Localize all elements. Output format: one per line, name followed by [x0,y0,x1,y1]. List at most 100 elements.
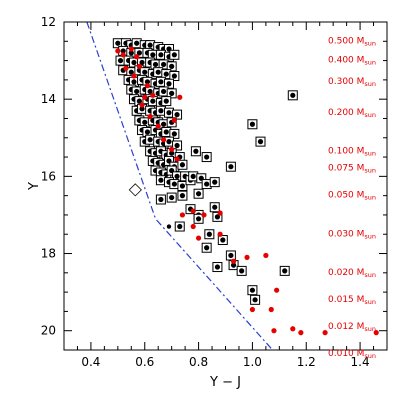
candidate-dot [169,150,175,156]
candidate-dot [212,204,218,210]
candidate-dot [136,98,142,104]
candidate-dot [128,69,134,75]
candidate-dot [163,129,169,135]
selection-cut-line [86,22,274,350]
candidate-dot [158,177,164,183]
candidate-dot [144,79,151,85]
mass-label: 0.020 Msun [328,268,376,279]
data-layer [86,22,379,350]
mass-labels: 0.500 Msun 0.400 Msun 0.300 Msun 0.200 Msun… [328,36,376,360]
model-point [171,117,177,123]
y-tick-label: 12 [41,15,56,29]
candidate-dot [134,40,140,46]
model-point [268,306,274,313]
candidate-dot [150,98,156,104]
model-point [271,328,277,334]
x-tick-label: 0.4 [81,355,100,369]
candidate-dot [174,173,180,179]
candidate-dot [212,179,218,185]
open-diamond-marker [128,183,142,197]
model-point [217,231,223,237]
x-tick-label: 0.8 [189,355,208,369]
candidate-dot [195,216,202,222]
candidate-dot [239,268,245,274]
candidate-dot [131,59,137,66]
candidate-dot [179,162,186,168]
mass-label: 0.300 Msun [328,77,376,88]
mass-label: 0.075 Msun [328,164,376,175]
candidate-dot [142,69,148,75]
candidate-dot [228,164,234,170]
candidate-dot [120,48,126,54]
candidate-dot [249,121,256,127]
candidate-dot [158,79,164,85]
candidate-dot [142,119,148,125]
candidate-dot [134,88,140,95]
candidate-dot [179,193,186,199]
model-point [373,330,379,336]
candidate-dot [193,148,199,154]
candidate-dot [117,57,124,64]
candidate-dot [204,154,210,160]
model-point [136,63,142,69]
model-point [190,208,196,214]
model-point [169,146,175,152]
candidate-dot [158,52,164,58]
mass-label: 0.010 Msun [328,349,376,360]
model-point [150,92,156,98]
candidate-dot [144,129,151,135]
model-point [139,102,145,108]
candidate-dot [171,181,177,187]
model-point [160,137,167,143]
mass-label: 0.500 Msun [328,36,376,47]
candidate-dot [171,52,177,58]
candidate-dot [252,297,258,303]
model-point [134,54,140,60]
model-point [322,330,328,336]
candidate-dot [115,40,121,46]
model-point [274,287,280,293]
candidate-dot [169,90,175,96]
candidate-dot [177,223,183,230]
candidate-dot [174,142,180,149]
model-point [147,113,153,120]
y-tick-label: 16 [41,169,56,183]
y-tick-label: 20 [41,324,56,338]
model-point [249,306,256,313]
candidate-dot [230,262,237,268]
x-tick-label: 1.2 [297,355,316,369]
x-axis-label: Y − J [209,375,241,390]
candidate-dot [166,139,172,145]
candidate-dot [214,214,221,220]
mass-label: 0.030 Msun [328,229,376,240]
model-point [131,73,137,79]
candidate-dot [290,92,296,98]
y-tick-label: 14 [41,92,56,106]
candidate-dot [206,231,212,237]
candidate-dot [249,287,256,293]
x-tick-label: 1.0 [243,355,262,369]
mass-label: 0.100 Msun [328,146,376,157]
mass-label: 0.200 Msun [328,108,376,119]
model-point [120,52,126,58]
candidate-dot [163,98,169,104]
model-point [244,254,250,260]
model-point [142,94,148,100]
candidate-dot [166,110,172,116]
y-tick-label: 18 [41,247,56,261]
model-point [230,258,237,264]
candidate-dot [147,42,153,48]
candidate-dot [160,88,167,95]
model-point [298,330,304,336]
y-axis-label: Y [27,182,42,191]
mass-label: 0.015 Msun [328,295,376,306]
model-point [174,156,180,162]
model-point [201,212,207,218]
candidate-dot [179,183,186,189]
model-point [177,94,183,100]
model-point [115,48,121,54]
mass-label: 0.012 Msun [328,322,376,333]
candidate-dot [139,106,145,112]
candidate-dot [195,191,202,197]
